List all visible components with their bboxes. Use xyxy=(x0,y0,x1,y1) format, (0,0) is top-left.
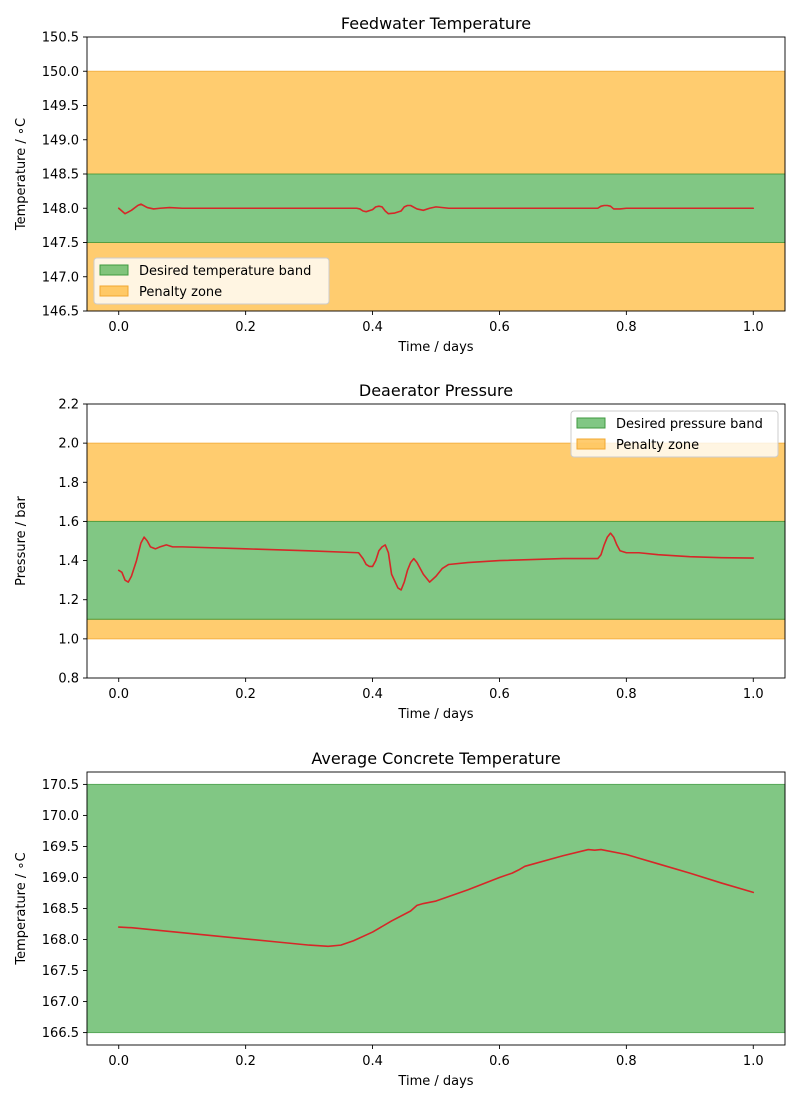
series-line xyxy=(117,532,755,591)
x-tick-label: 0.4 xyxy=(362,320,383,335)
x-tick-label: 0.0 xyxy=(108,320,129,335)
chart-panel-2: 0.0 0.2 0.4 0.6 0.8 1.0 0.8 1.0 1.2 1.4 1.6 1.8 2.0 2… xyxy=(14,381,786,722)
x-tick-label: 0.8 xyxy=(616,1054,637,1069)
x-tick-label: 1.0 xyxy=(743,687,764,702)
y-tick-label: 2.0 xyxy=(58,437,79,452)
x-tick-label: 0.0 xyxy=(108,1054,129,1069)
x-tick-label: 0.4 xyxy=(362,687,383,702)
y-tick-label: 0.8 xyxy=(58,672,79,687)
legend-label: Desired pressure band xyxy=(616,417,763,432)
y-tick-label: 148.0 xyxy=(42,202,79,217)
legend-box xyxy=(570,410,779,458)
desired-band xyxy=(86,520,786,620)
chart-panel-1: 0.0 0.2 0.4 0.6 0.8 1.0 146.5 147.0 147.5 148.0 14… xyxy=(14,14,786,355)
y-tick-label: 149.5 xyxy=(42,99,79,114)
chart-title: Deaerator Pressure xyxy=(359,381,513,400)
legend-swatch-desired xyxy=(576,417,606,429)
legend-label: Penalty zone xyxy=(139,285,222,300)
y-tick-label: 150.0 xyxy=(42,65,79,80)
y-tick-label: 2.2 xyxy=(58,398,79,413)
axes-frame xyxy=(86,403,786,679)
x-tick-label: 0.6 xyxy=(489,1054,510,1069)
y-tick-label: 147.0 xyxy=(42,270,79,285)
legend-label: Penalty zone xyxy=(616,438,699,453)
x-tick-label: 0.2 xyxy=(235,687,256,702)
y-tick-label: 169.0 xyxy=(42,871,79,886)
y-tick-label: 1.4 xyxy=(58,554,79,569)
y-tick-label: 1.2 xyxy=(58,593,79,608)
x-tick-label: 1.0 xyxy=(743,1054,764,1069)
x-axis-label: Time / days xyxy=(397,340,473,355)
x-tick-label: 0.8 xyxy=(616,687,637,702)
y-axis-label: Pressure / bar xyxy=(14,495,29,585)
x-tick-label: 0.4 xyxy=(362,1054,383,1069)
y-tick-label: 170.0 xyxy=(42,809,79,824)
legend-box xyxy=(93,257,330,305)
y-tick-label: 149.0 xyxy=(42,133,79,148)
y-tick-label: 1.6 xyxy=(58,515,79,530)
legend-label: Desired temperature band xyxy=(139,264,311,279)
x-tick-label: 0.8 xyxy=(616,320,637,335)
legend: Desired temperature band Penalty zone xyxy=(93,257,330,305)
x-axis-label: Time / days xyxy=(397,1074,473,1089)
y-tick-label: 1.8 xyxy=(58,476,79,491)
y-tick-label: 168.5 xyxy=(42,902,79,917)
x-tick-label: 0.6 xyxy=(489,320,510,335)
y-tick-label: 146.5 xyxy=(42,305,79,320)
y-tick-label: 167.0 xyxy=(42,995,79,1010)
y-tick-label: 168.0 xyxy=(42,933,79,948)
legend-swatch-penalty xyxy=(576,438,606,450)
y-axis-label: Temperature / ∘C xyxy=(14,118,29,231)
series-line xyxy=(117,203,755,215)
legend-swatch-desired xyxy=(99,264,129,276)
chart-panel-3: 0.0 0.2 0.4 0.6 0.8 1.0 166.5 167.0 167.5 168.0 16… xyxy=(14,749,786,1089)
x-tick-label: 0.0 xyxy=(108,687,129,702)
y-tick-label: 166.5 xyxy=(42,1026,79,1041)
x-axis-label: Time / days xyxy=(397,707,473,722)
y-tick-label: 170.5 xyxy=(42,778,79,793)
chart-title: Average Concrete Temperature xyxy=(311,749,560,768)
y-tick-label: 169.5 xyxy=(42,840,79,855)
y-tick-label: 167.5 xyxy=(42,964,79,979)
y-tick-label: 147.5 xyxy=(42,236,79,251)
y-tick-label: 1.0 xyxy=(58,632,79,647)
legend: Desired pressure band Penalty zone xyxy=(570,410,779,458)
y-axis-label: Temperature / ∘C xyxy=(14,852,29,965)
x-tick-label: 0.6 xyxy=(489,687,510,702)
legend-swatch-penalty xyxy=(99,285,129,297)
desired-band xyxy=(86,783,786,1034)
x-tick-label: 0.2 xyxy=(235,320,256,335)
x-tick-label: 0.2 xyxy=(235,1054,256,1069)
series-line xyxy=(117,848,755,948)
penalty-band xyxy=(86,70,786,175)
y-tick-label: 148.5 xyxy=(42,168,79,183)
penalty-band xyxy=(86,618,786,640)
x-tick-label: 1.0 xyxy=(743,320,764,335)
chart-title: Feedwater Temperature xyxy=(341,14,531,33)
y-tick-label: 150.5 xyxy=(42,31,79,46)
